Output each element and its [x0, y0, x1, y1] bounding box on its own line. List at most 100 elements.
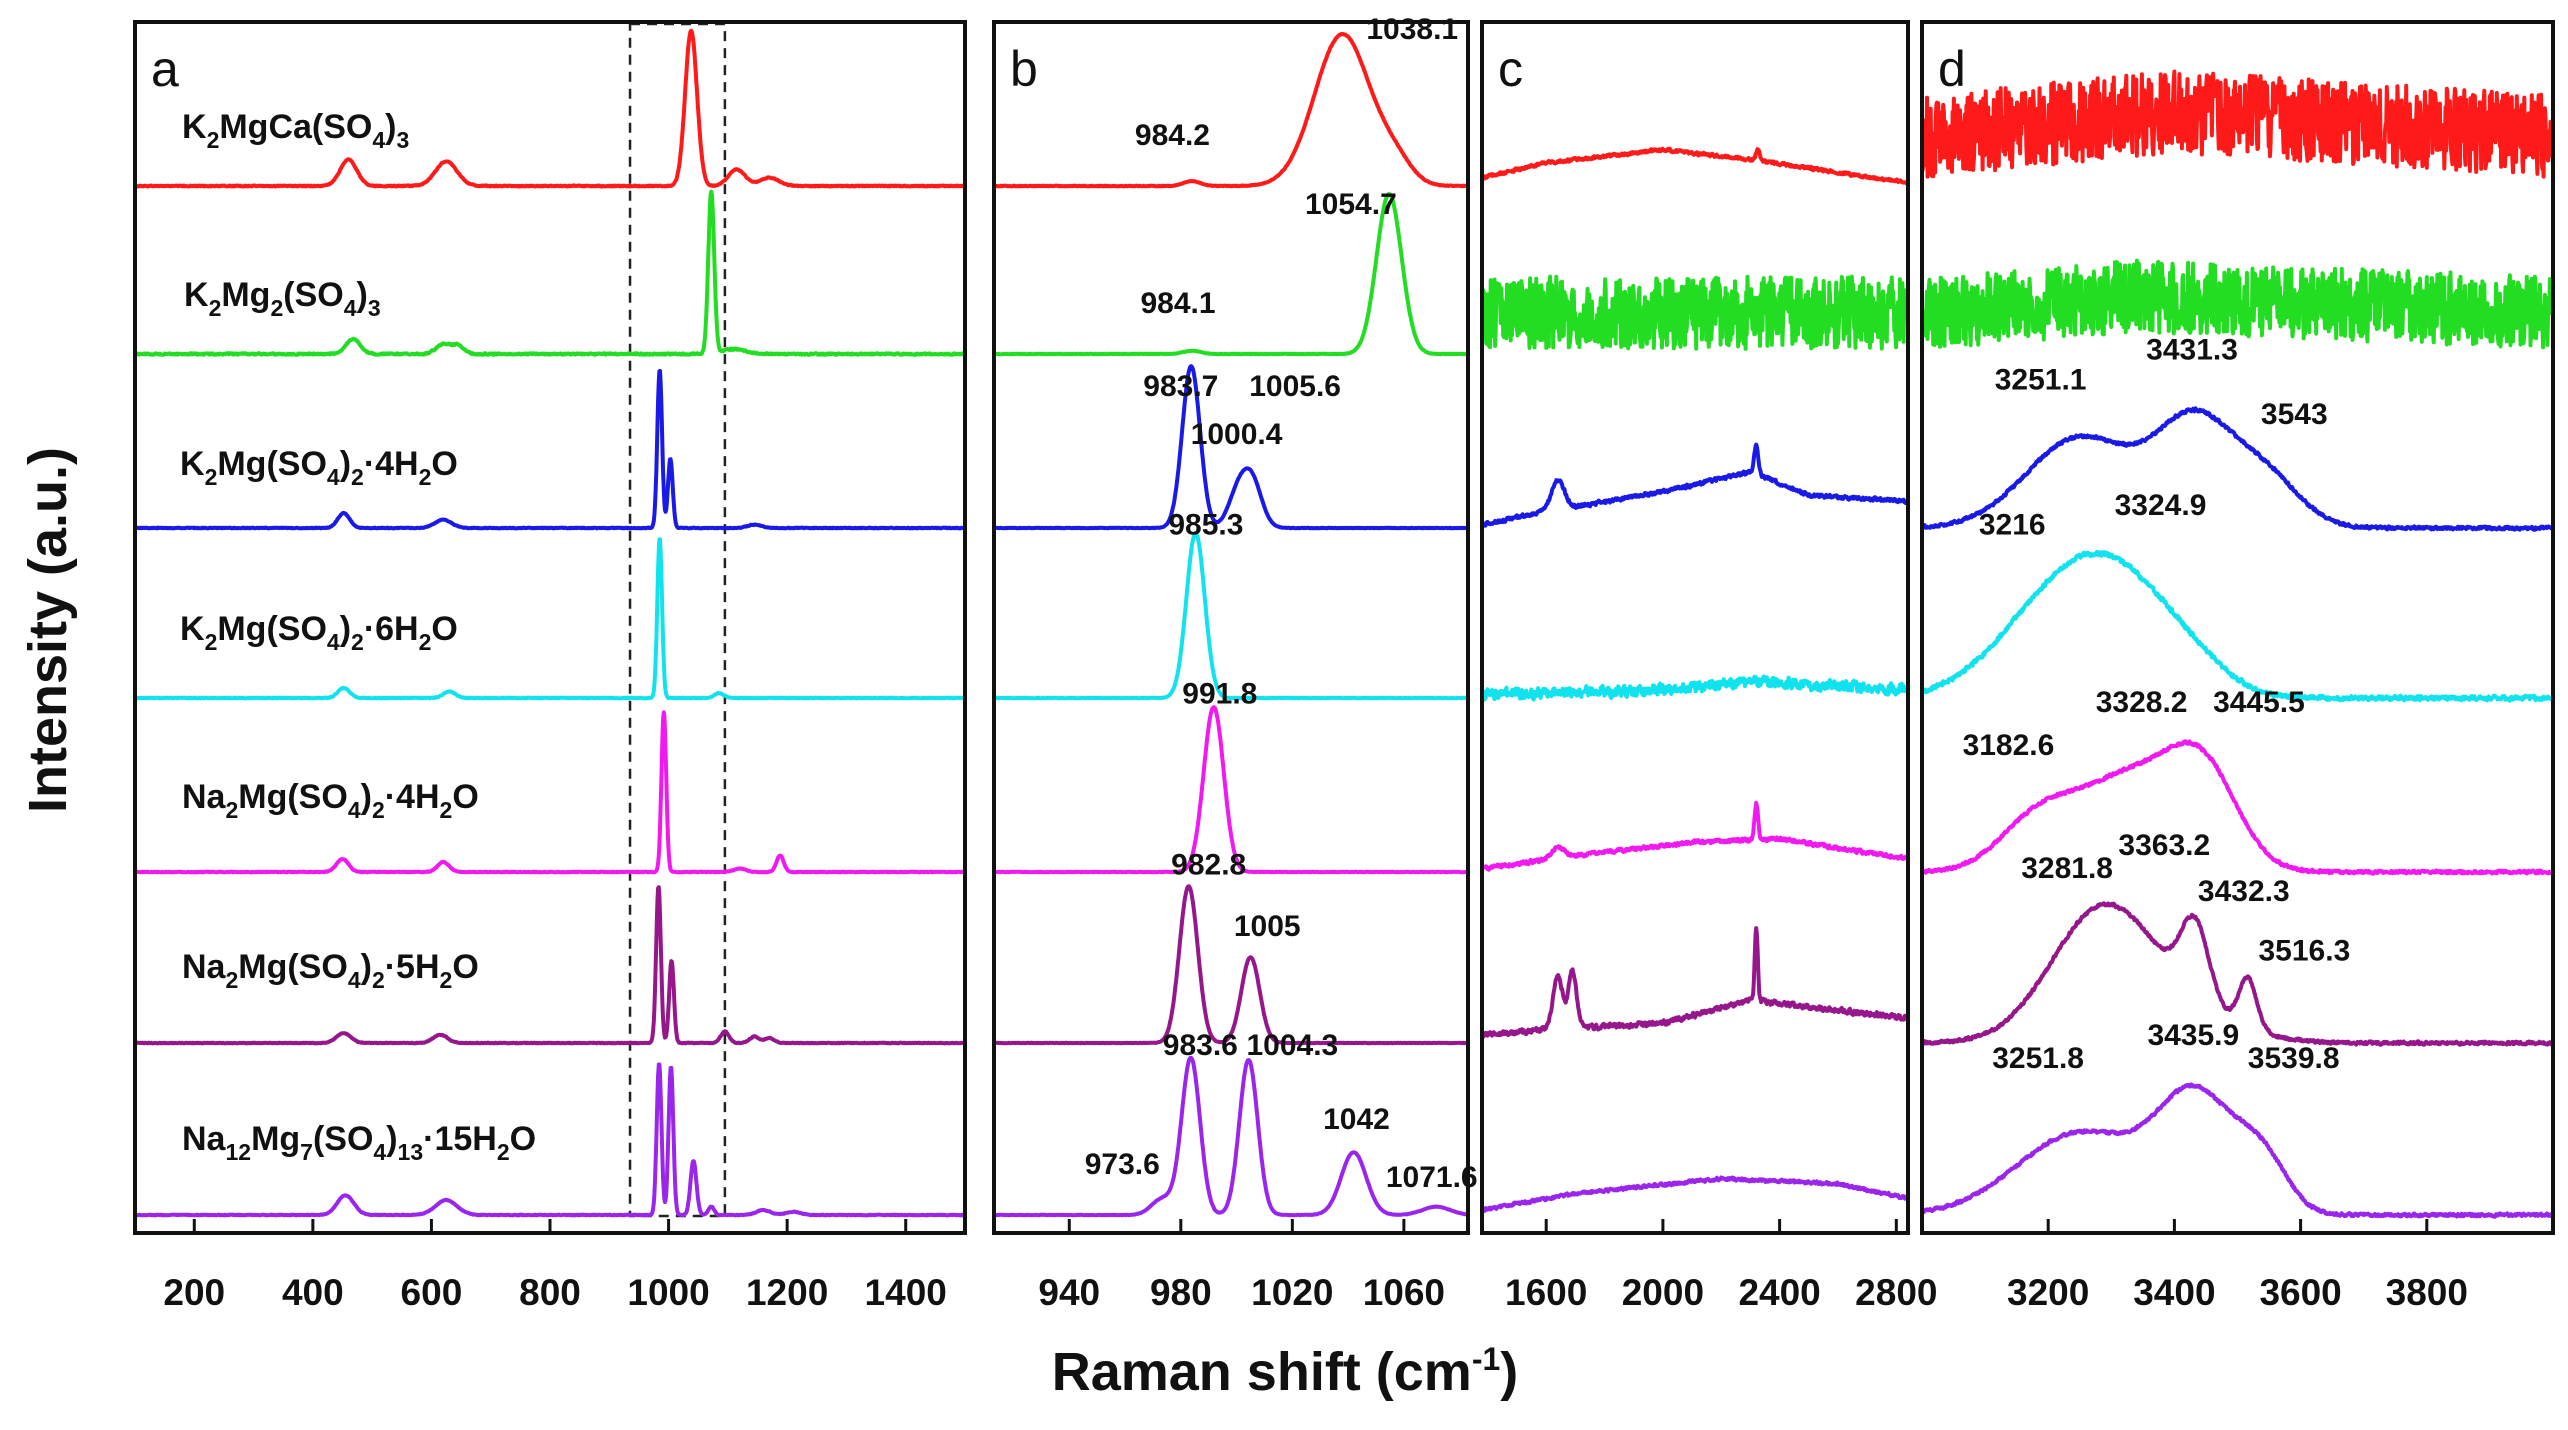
trace-c-1	[1484, 146, 1906, 186]
peak-label: 983.6	[1163, 1029, 1238, 1062]
panel-letter: a	[151, 41, 179, 97]
peak-label: 3445.5	[2213, 686, 2305, 719]
peak-label: 1071.6	[1386, 1161, 1478, 1194]
peak-label: 984.1	[1140, 287, 1215, 320]
tick-label: 1020	[1251, 1272, 1333, 1313]
trace-d-4	[1924, 549, 2551, 703]
compound-label: Na12Mg7(SO4)13·15H2O	[182, 1120, 536, 1165]
peak-label: 983.7	[1143, 370, 1218, 403]
panel-frame	[1480, 20, 1910, 1235]
tick-label: 1000	[627, 1272, 709, 1313]
trace-a-5	[137, 710, 963, 875]
tick-label: 3200	[2007, 1272, 2089, 1313]
compound-label: Na2Mg(SO4)2·4H2O	[182, 778, 479, 823]
panel-c: 1600 2000 2400 2800 c	[1480, 20, 1937, 1313]
peak-label: 3516.3	[2259, 935, 2351, 968]
trace-c-7	[1484, 1175, 1906, 1213]
peak-label: 3216	[1979, 509, 2046, 542]
tick-label: 980	[1150, 1272, 1212, 1313]
panel-b: 984.2 1038.1 984.1 1054.7 983.7 1005.6 1000.4 9…	[992, 13, 1478, 1313]
trace-b-7	[996, 1055, 1466, 1218]
trace-c-2	[1484, 274, 1906, 351]
trace-d-7	[1924, 1082, 2551, 1219]
panel-frame	[1920, 20, 2555, 1235]
trace-c-4	[1484, 674, 1906, 702]
compound-label: K2Mg(SO4)2·6H2O	[180, 610, 458, 655]
peak-label: 3432.3	[2198, 875, 2290, 908]
peak-label: 3251.1	[1995, 363, 2087, 396]
tick-label: 1060	[1363, 1272, 1445, 1313]
peak-label: 3539.8	[2248, 1042, 2340, 1075]
trace-a-3	[137, 368, 963, 531]
tick-label: 3600	[2259, 1272, 2341, 1313]
trace-d-3	[1924, 406, 2551, 532]
peak-label: 3324.9	[2115, 489, 2207, 522]
tick-label: 400	[282, 1272, 344, 1313]
panel-d: 3251.1 3431.3 3543 3216 3324.9 3182.6 3328.2 34…	[1920, 20, 2555, 1313]
peak-label: 1038.1	[1366, 13, 1458, 46]
tick-label: 3400	[2133, 1272, 2215, 1313]
trace-c-5	[1484, 800, 1906, 872]
trace-a-2	[137, 189, 963, 357]
tick-label: 1200	[746, 1272, 828, 1313]
compound-label: Na2Mg(SO4)2·5H2O	[182, 948, 479, 993]
trace-a-6	[137, 885, 963, 1046]
trace-a-4	[137, 537, 963, 701]
tick-label: 2000	[1622, 1272, 1704, 1313]
peak-label: 1000.4	[1191, 418, 1283, 451]
trace-c-6	[1484, 926, 1906, 1039]
compound-label: K2MgCa(SO4)3	[182, 108, 409, 153]
panel-frame	[992, 20, 1470, 1235]
peak-label: 1005	[1234, 910, 1301, 943]
peak-label: 991.8	[1182, 678, 1257, 711]
panel-a: 200 400 600 800 1000 1200 1400 a	[133, 20, 967, 1313]
trace-d-2	[1924, 258, 2551, 350]
peak-label: 1054.7	[1305, 188, 1397, 221]
trace-c-3	[1484, 442, 1906, 528]
peak-label: 3251.8	[1992, 1042, 2084, 1075]
peak-label: 1042	[1323, 1103, 1390, 1136]
panel-letter: b	[1010, 41, 1038, 97]
peak-label: 984.2	[1135, 119, 1210, 152]
trace-b-6	[996, 884, 1466, 1046]
tick-label: 1600	[1505, 1272, 1587, 1313]
panel-letter: d	[1938, 41, 1966, 97]
peak-label: 985.3	[1168, 509, 1243, 542]
trace-d-6	[1924, 901, 2551, 1047]
tick-label: 1400	[865, 1272, 947, 1313]
trace-b-1	[996, 32, 1466, 189]
compound-label: K2Mg2(SO4)3	[184, 276, 381, 321]
peak-label: 3431.3	[2146, 334, 2238, 367]
tick-label: 2800	[1855, 1272, 1937, 1313]
trace-d-1	[1924, 69, 2551, 179]
tick-label: 940	[1038, 1272, 1100, 1313]
trace-b-4	[996, 531, 1466, 701]
x-axis-title: Raman shift (cm-1)	[1052, 1341, 1519, 1402]
tick-label: 2400	[1738, 1272, 1820, 1313]
trace-a-7	[137, 1062, 963, 1218]
peak-label: 3435.9	[2147, 1019, 2239, 1052]
tick-label: 3800	[2386, 1272, 2468, 1313]
peak-label: 3363.2	[2118, 829, 2210, 862]
highlight-box	[628, 22, 727, 1218]
trace-d-5	[1924, 739, 2551, 876]
peak-label: 1005.6	[1249, 370, 1341, 403]
trace-b-3	[996, 364, 1466, 531]
trace-b-5	[996, 705, 1466, 875]
trace-b-2	[996, 192, 1466, 357]
y-axis-title: Intensity (a.u.)	[18, 447, 78, 813]
peak-label: 973.6	[1085, 1148, 1160, 1181]
peak-label: 1004.3	[1246, 1029, 1338, 1062]
peak-label: 3328.2	[2096, 686, 2188, 719]
compound-label: K2Mg(SO4)2·4H2O	[180, 445, 458, 490]
peak-label: 3281.8	[2021, 852, 2113, 885]
peak-label: 3182.6	[1963, 729, 2055, 762]
tick-label: 600	[401, 1272, 463, 1313]
tick-label: 800	[519, 1272, 581, 1313]
peak-label: 3543	[2261, 398, 2328, 431]
tick-label: 200	[163, 1272, 225, 1313]
peak-label: 982.8	[1171, 849, 1246, 882]
panel-letter: c	[1498, 41, 1523, 97]
trace-a-1	[137, 28, 963, 189]
